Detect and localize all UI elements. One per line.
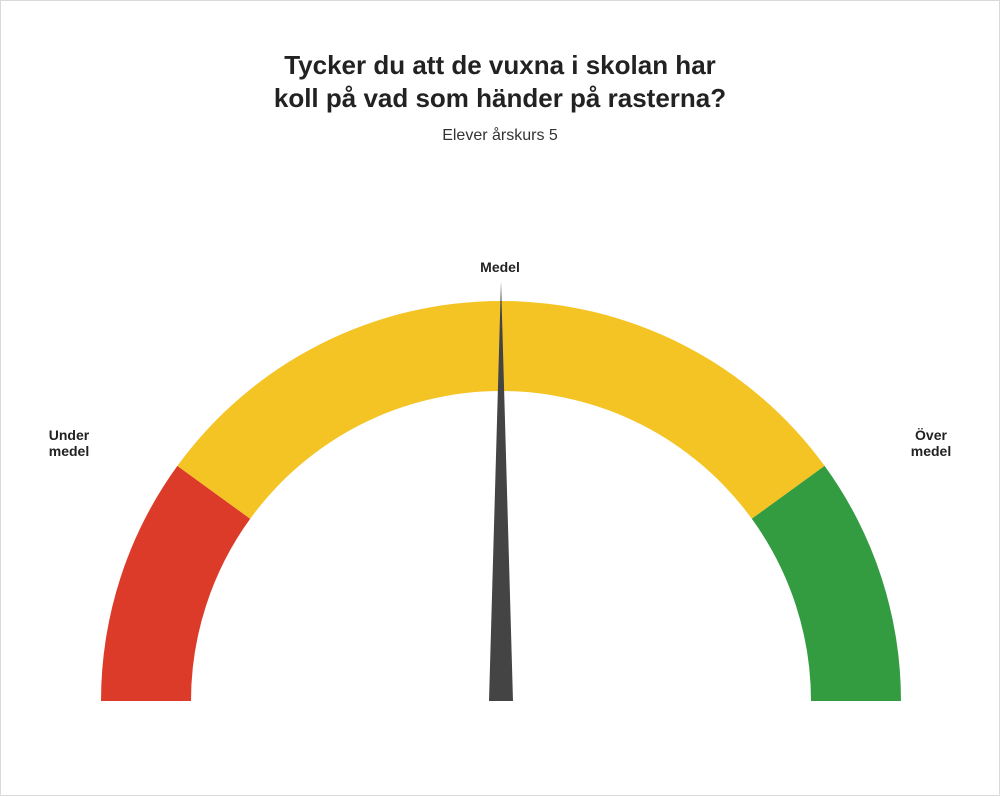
gauge-chart [1,1,1000,797]
chart-frame: Tycker du att de vuxna i skolan har koll… [0,0,1000,796]
